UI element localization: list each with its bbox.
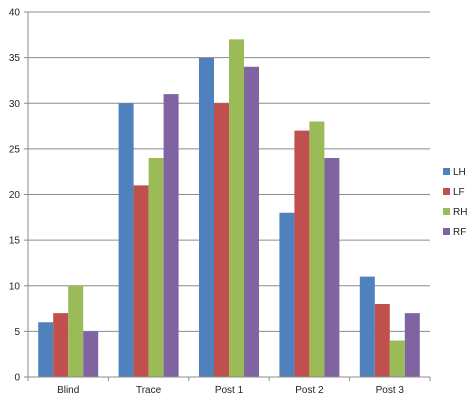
bar-lf-4 bbox=[374, 304, 390, 377]
legend-swatch-rh bbox=[443, 208, 450, 215]
bars bbox=[38, 39, 420, 377]
x-tick-label: Trace bbox=[136, 385, 162, 396]
x-tick-label: Post 1 bbox=[215, 385, 244, 396]
bar-lh-3 bbox=[279, 212, 295, 377]
legend-label-lh: LH bbox=[453, 167, 466, 178]
legend-swatch-rf bbox=[443, 228, 450, 235]
y-tick-label: 30 bbox=[9, 99, 21, 110]
bar-rh-3 bbox=[309, 121, 325, 377]
bar-lf-3 bbox=[294, 130, 310, 377]
bar-lf-0 bbox=[53, 313, 69, 377]
bar-lh-1 bbox=[118, 103, 134, 377]
bar-lf-2 bbox=[214, 103, 229, 377]
legend: LH LF RH RF bbox=[443, 167, 467, 238]
bar-rh-0 bbox=[68, 285, 84, 377]
legend-label-rh: RH bbox=[453, 207, 467, 218]
y-tick-label: 5 bbox=[14, 327, 20, 338]
x-tick-label: Post 2 bbox=[295, 385, 324, 396]
bar-rf-4 bbox=[404, 313, 420, 377]
bar-rh-4 bbox=[389, 340, 405, 377]
axes bbox=[24, 11, 431, 381]
bar-lh-4 bbox=[359, 276, 375, 377]
y-tick-label: 0 bbox=[14, 373, 20, 384]
legend-swatch-lh bbox=[443, 168, 450, 175]
legend-label-rf: RF bbox=[453, 227, 466, 238]
y-tick-label: 40 bbox=[9, 8, 21, 19]
y-tick-label: 20 bbox=[9, 190, 21, 201]
bar-rh-2 bbox=[229, 39, 244, 377]
bar-rf-3 bbox=[324, 158, 340, 377]
bar-lh-0 bbox=[38, 322, 54, 377]
x-tick-labels: Blind Trace Post 1 Post 2 Post 3 bbox=[57, 385, 404, 396]
y-tick-label: 10 bbox=[9, 281, 21, 292]
legend-swatch-lf bbox=[443, 188, 450, 195]
legend-label-lf: LF bbox=[453, 187, 465, 198]
bar-lh-2 bbox=[199, 57, 214, 377]
y-tick-label: 15 bbox=[9, 236, 21, 247]
bar-rf-2 bbox=[244, 66, 259, 377]
y-tick-label: 25 bbox=[9, 144, 21, 155]
y-tick-label: 35 bbox=[9, 53, 21, 64]
bar-rh-1 bbox=[148, 158, 164, 377]
bar-rf-0 bbox=[83, 331, 99, 377]
bar-lf-1 bbox=[133, 185, 149, 377]
x-tick-label: Post 3 bbox=[376, 385, 405, 396]
bar-rf-1 bbox=[163, 94, 179, 377]
x-tick-label: Blind bbox=[57, 385, 79, 396]
y-tick-labels: 0 5 10 15 20 25 30 35 40 bbox=[9, 8, 21, 384]
